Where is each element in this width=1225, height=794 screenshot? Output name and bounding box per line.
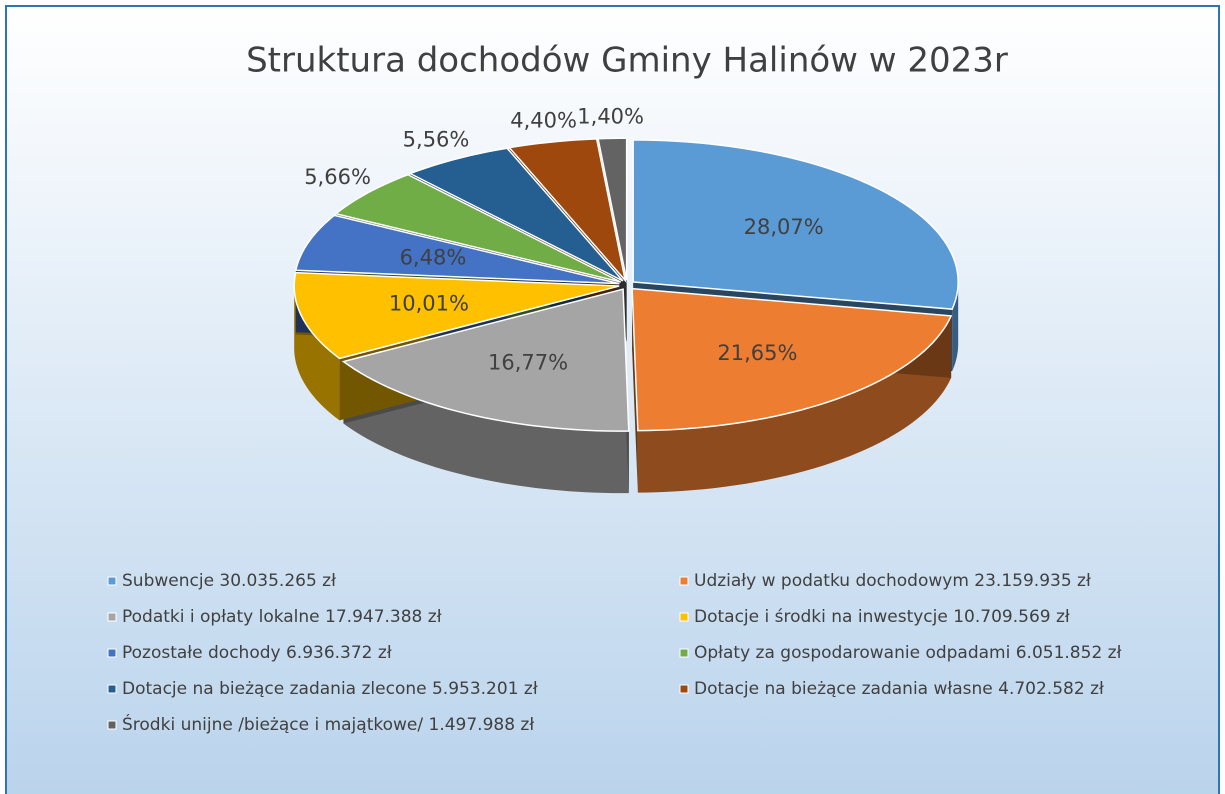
data-label: 21,65% xyxy=(717,341,797,365)
data-label: 5,66% xyxy=(304,165,371,189)
legend-label: Środki unijne /bieżące i majątkowe/ 1.49… xyxy=(122,713,534,735)
slice-side xyxy=(294,286,340,421)
data-label: 10,01% xyxy=(389,292,469,316)
pie-slice xyxy=(631,287,953,432)
pie-slice xyxy=(408,147,624,282)
slice-side xyxy=(343,361,629,494)
legend-swatch xyxy=(679,684,689,694)
pie-slice xyxy=(293,271,620,360)
pie-slice xyxy=(334,173,622,283)
legend-swatch xyxy=(107,576,117,586)
data-label: 4,40% xyxy=(510,108,577,132)
legend-label: Opłaty za gospodarowanie odpadami 6.051.… xyxy=(694,643,1122,663)
data-label: 28,07% xyxy=(744,215,824,239)
legend-swatch xyxy=(679,612,689,622)
data-label: 16,77% xyxy=(488,351,568,375)
pie-slice xyxy=(597,137,628,281)
legend-label: Dotacje na bieżące zadania zlecone 5.953… xyxy=(122,679,538,699)
legend-swatch xyxy=(107,648,117,658)
slice-side xyxy=(637,315,952,493)
legend-swatch xyxy=(107,612,117,622)
data-label: 5,56% xyxy=(403,127,470,151)
chart-title: Struktura dochodów Gminy Halinów w 2023r xyxy=(246,41,1008,81)
data-label: 1,40% xyxy=(577,104,644,128)
legend-label: Pozostałe dochody 6.936.372 zł xyxy=(122,643,392,663)
legend-swatch xyxy=(679,648,689,658)
pie-slice xyxy=(341,288,630,432)
legend-label: Subwencje 30.035.265 zł xyxy=(122,571,336,591)
legend-swatch xyxy=(107,720,117,730)
legend-label: Dotacje na bieżące zadania własne 4.702.… xyxy=(694,679,1104,699)
legend-label: Podatki i opłaty lokalne 17.947.388 zł xyxy=(122,607,442,627)
legend-label: Dotacje i środki na inwestycje 10.709.56… xyxy=(694,607,1070,627)
pie-slice xyxy=(632,139,959,310)
slice-side xyxy=(952,281,959,372)
legend-swatch xyxy=(679,576,689,586)
data-label: 6,48% xyxy=(400,246,467,270)
legend-label: Udziały w podatku dochodowym 23.159.935 … xyxy=(694,571,1091,591)
pie-slice xyxy=(507,138,627,283)
legend-swatch xyxy=(107,684,117,694)
pie-slice xyxy=(294,214,620,285)
